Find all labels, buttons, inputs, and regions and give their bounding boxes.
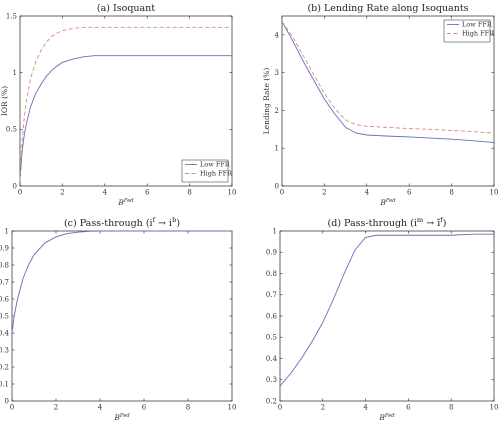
series-line-low-ffr [19,55,232,181]
x-tick-label: 0 [18,189,22,197]
y-tick-label: 0.9 [0,244,9,252]
y-tick-label: 2 [275,107,279,115]
legend-entry: High FFR [462,30,495,38]
y-tick-label: 0.6 [266,312,278,320]
y-tick-label: 0 [5,397,9,405]
x-tick-label: 6 [407,189,412,197]
y-tick-label: 0.7 [266,291,277,299]
panel-a: 0 2 4 6 8 10 0 0.5 1 1.5 (a) Isoquant BFed IOR (%) Lo… [0,3,236,207]
x-axis-label: BFed [113,413,130,422]
axes-box [281,15,495,187]
x-tick-label: 6 [406,404,411,412]
y-axis-label: IOR (%) [0,86,9,116]
y-tick-label: 0.7 [0,278,9,286]
x-tick-label: 10 [228,404,237,412]
y-tick-label: 0.5 [0,312,9,320]
x-tick-label: 2 [321,404,325,412]
y-tick-label: 0.5 [266,334,277,342]
panel-b: 0 2 4 6 8 10 0 1 2 3 4 (b) Lending Rate along Isoqu… [262,3,498,207]
series-line-high-ffr [19,26,232,181]
y-tick-label: 0 [275,182,279,190]
y-tick-label: 1 [273,227,277,235]
y-tick-label: 0.3 [266,376,277,384]
x-tick-label: 8 [187,189,191,197]
x-axis-label: BFed [379,198,396,207]
y-tick-label: 0.8 [266,270,277,278]
x-tick-label: 8 [449,404,453,412]
y-tick-label: 1 [5,227,9,235]
legend-entry: Low FFR [200,161,231,169]
chart-title: (a) Isoquant [97,3,155,14]
y-tick-label: 0 [13,182,17,190]
x-axis-label: BFed [117,198,134,207]
x-tick-label: 2 [54,404,58,412]
x-tick-label: 4 [98,404,103,412]
x-tick-label: 6 [142,404,147,412]
y-tick-label: 1 [13,69,17,77]
legend-entry: Low FFR [462,21,493,29]
y-tick-label: 0.2 [266,397,277,405]
series-line-0 [279,233,494,387]
y-tick-label: 1.5 [6,12,17,20]
x-tick-label: 8 [186,404,190,412]
legend-box [443,19,491,43]
y-tick-label: 0.4 [0,329,10,337]
x-tick-label: 4 [363,404,368,412]
axes-box [11,230,233,402]
x-tick-label: 0 [280,189,284,197]
y-tick-label: 3 [275,69,279,77]
x-tick-label: 4 [103,189,108,197]
chart-title: (d) Pass-through (im → ĩf) [328,216,447,229]
panel-c: 0 2 4 6 8 10 0 0.1 0.2 0.3 0.4 0.5 0.6 0.7 0.8 0.9 1 (c) … [0,216,236,422]
y-tick-label: 0.2 [0,363,9,371]
series-line-low-ffr [281,21,495,144]
legend-entry: High FFR [200,170,233,178]
y-tick-label: 1 [275,145,279,153]
series-line-high-ffr [281,21,495,134]
y-tick-label: 0.4 [266,355,278,363]
x-tick-label: 10 [228,189,237,197]
chart-title: (c) Pass-through (if → ib) [64,216,180,229]
x-tick-label: 2 [60,189,64,197]
y-tick-label: 0.1 [0,380,9,388]
series-line-0 [11,230,232,334]
chart-title: (b) Lending Rate along Isoquants [307,3,468,14]
y-tick-label: 0.8 [0,261,9,269]
y-tick-label: 0.5 [6,126,17,134]
y-tick-label: 0.6 [0,295,10,303]
y-axis-label: Lending Rate (%) [262,68,271,135]
axes-box [279,230,495,402]
x-tick-label: 4 [365,189,370,197]
x-tick-label: 8 [449,189,453,197]
x-tick-label: 10 [490,404,499,412]
y-tick-label: 0.3 [0,346,9,354]
x-axis-label: BFed [378,413,395,422]
y-tick-label: 4 [275,31,280,39]
y-tick-label: 0.9 [266,249,277,257]
x-tick-label: 10 [490,189,499,197]
x-tick-label: 0 [10,404,14,412]
x-tick-label: 2 [322,189,326,197]
x-tick-label: 6 [145,189,150,197]
panel-d: 0 2 4 6 8 10 0.2 0.3 0.4 0.5 0.6 0.7 0.8 0.9 1 (d) Pass… [266,216,499,422]
axes-box [19,15,233,187]
x-tick-label: 0 [278,404,282,412]
legend-box [181,159,229,183]
